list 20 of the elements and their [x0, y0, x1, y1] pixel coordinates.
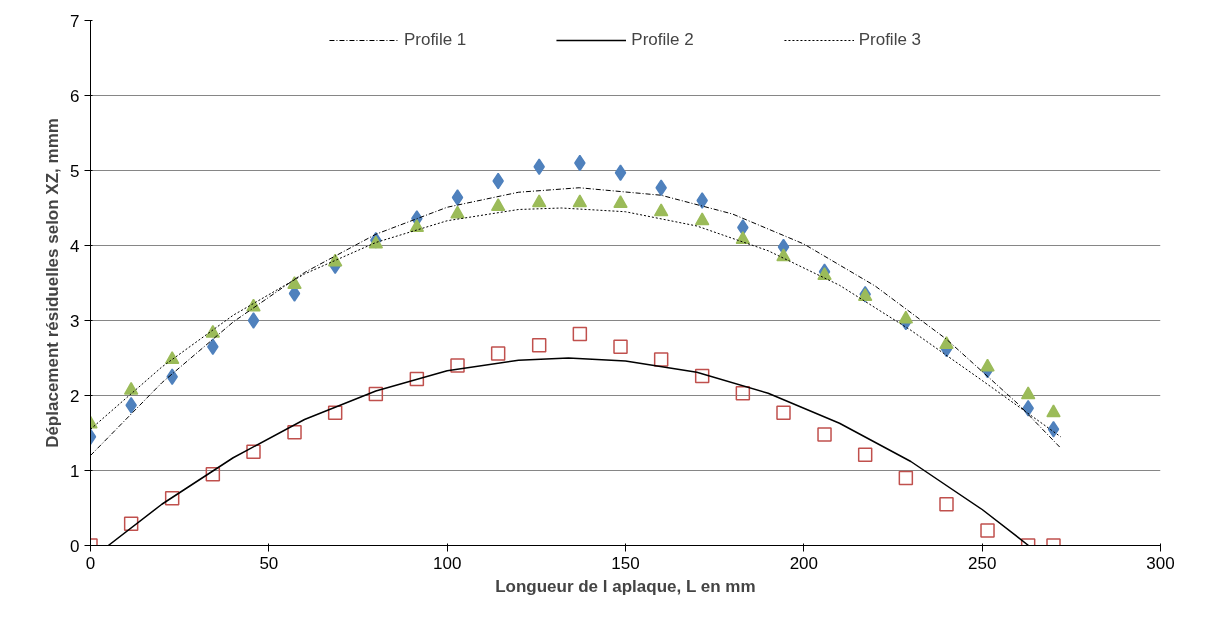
x-tick-label: 100	[432, 553, 462, 573]
x-tick-label: 200	[789, 553, 819, 573]
x-tick-label: 250	[967, 553, 997, 573]
x-axis-title: Longueur de l aplaque, L en mm	[495, 576, 756, 596]
x-tick-label: 300	[1146, 553, 1175, 573]
y-tick-label: 0	[70, 536, 80, 556]
legend-label: Profile 1	[403, 30, 467, 50]
y-tick-label: 4	[70, 236, 80, 256]
x-tick-label: 0	[85, 553, 96, 573]
y-tick-label: 3	[70, 311, 80, 331]
x-tick-label: 50	[259, 553, 279, 573]
legend-label: Profile 3	[858, 30, 922, 50]
y-tick-label: 6	[70, 86, 80, 106]
y-tick-label: 7	[70, 11, 80, 31]
y-tick-label: 5	[70, 161, 80, 181]
y-tick-label: 2	[70, 386, 80, 406]
y-tick-label: 1	[70, 461, 80, 481]
y-axis-title: Déplacement résiduelles selon XZ, mmm	[43, 118, 63, 448]
legend-label: Profile 2	[631, 30, 694, 50]
x-tick-label: 150	[611, 553, 640, 573]
